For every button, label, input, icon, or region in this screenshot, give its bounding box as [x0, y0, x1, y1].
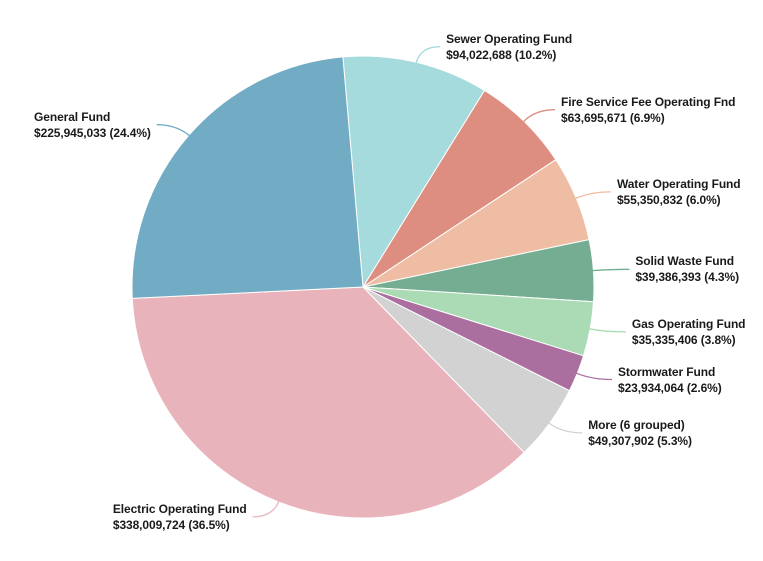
slice-label-value: $49,307,902 (5.3%) [588, 433, 692, 448]
slice-label-more-6-grouped[interactable]: More (6 grouped) $49,307,902 (5.3%) [588, 417, 692, 449]
leader-line-water-operating-fund [575, 191, 612, 200]
leader-line-sewer-operating-fund [415, 46, 441, 64]
slice-label-value: $35,335,406 (3.8%) [631, 332, 736, 347]
pie-slice-general-fund[interactable] [131, 56, 364, 299]
leader-line-solid-waste-fund [592, 268, 630, 272]
slice-label-value: $23,934,064 (2.6%) [618, 380, 722, 395]
leader-line-fire-service-fee-operating-fnd [522, 109, 556, 123]
slice-label-water-operating-fund[interactable]: Water Operating Fund $55,350,832 (6.0%) [617, 176, 741, 208]
slice-label-value: $63,695,671 (6.9%) [561, 110, 665, 125]
slice-label-value: $55,350,832 (6.0%) [616, 192, 721, 207]
slice-label-general-fund[interactable]: General Fund $225,945,033 (24.4%) [34, 109, 151, 141]
slice-label-name: Gas Operating Fund [631, 316, 746, 331]
slice-label-stormwater-fund[interactable]: Stormwater Fund $23,934,064 (2.6%) [618, 364, 722, 396]
slice-label-name: More (6 grouped) [588, 417, 685, 432]
slice-label-value: $338,009,724 (36.5%) [112, 517, 230, 532]
slice-label-fire-service-fee-operating-fnd[interactable]: Fire Service Fee Operating Fnd $63,695,67… [561, 94, 735, 126]
slice-label-value: $39,386,393 (4.3%) [635, 270, 739, 285]
leader-line-stormwater-fund [576, 372, 613, 381]
slice-label-value: $225,945,033 (24.4%) [34, 125, 151, 140]
leader-line-gas-operating-fund [589, 328, 626, 333]
leader-line-general-fund [156, 124, 191, 137]
slice-label-name: Sewer Operating Fund [446, 31, 573, 46]
leader-line-electric-operating-fund [252, 500, 280, 518]
slice-label-sewer-operating-fund[interactable]: Sewer Operating Fund $94,022,688 (10.2%) [446, 31, 572, 63]
leader-line-more-6-grouped [548, 422, 583, 434]
slice-label-gas-operating-fund[interactable]: Gas Operating Fund $35,335,406 (3.8%) [632, 316, 746, 348]
slice-label-name: Stormwater Fund [618, 364, 716, 379]
slice-label-solid-waste-fund[interactable]: Solid Waste Fund $39,386,393 (4.3%) [635, 253, 739, 285]
slice-label-name: Fire Service Fee Operating Fnd [561, 94, 736, 109]
slice-label-name: Electric Operating Fund [112, 501, 247, 516]
slice-label-name: General Fund [34, 109, 111, 124]
slice-label-electric-operating-fund[interactable]: Electric Operating Fund $338,009,724 (36.… [113, 501, 247, 533]
slice-label-name: Solid Waste Fund [635, 254, 734, 269]
slice-label-value: $94,022,688 (10.2%) [446, 47, 557, 62]
slice-label-name: Water Operating Fund [616, 176, 741, 191]
